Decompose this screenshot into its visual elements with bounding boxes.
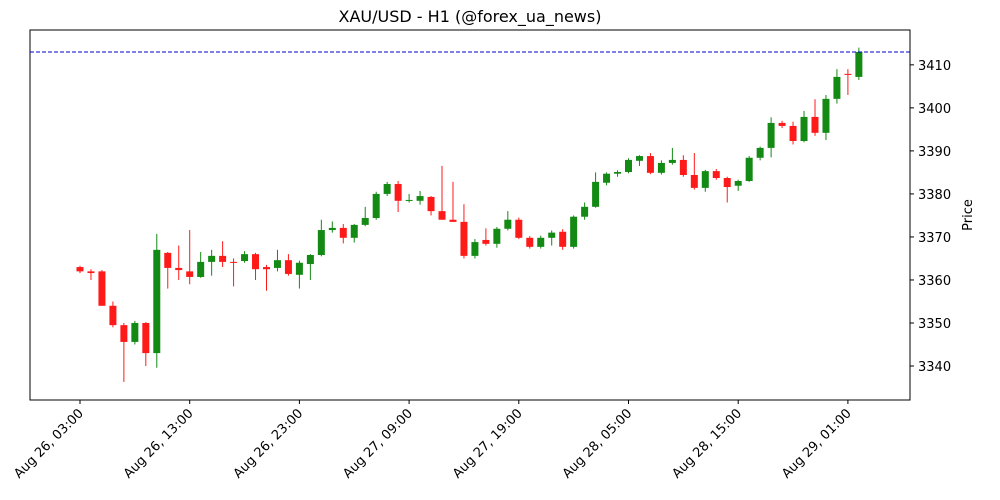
candle-body: [811, 116, 819, 133]
candle-body: [701, 171, 709, 188]
candle-body: [723, 178, 731, 188]
candle-body: [844, 73, 852, 75]
candle-body: [614, 171, 622, 174]
x-tick-label: Aug 26, 23:00: [231, 406, 307, 482]
y-tick-label: 3390: [918, 145, 951, 160]
candle-body: [548, 232, 556, 238]
candle-body: [175, 267, 183, 271]
x-tick-label: Aug 26, 03:00: [11, 406, 87, 482]
candle-body: [361, 218, 369, 225]
candle-body: [690, 174, 698, 188]
candle-body: [306, 255, 314, 265]
candle-body: [273, 260, 281, 268]
candle-body: [252, 254, 260, 270]
y-tick-label: 3360: [918, 274, 951, 289]
candle-body: [76, 267, 84, 272]
candle-body: [262, 267, 270, 270]
candle-body: [383, 184, 391, 194]
candle-body: [416, 196, 424, 201]
candle-body: [635, 156, 643, 161]
candle-body: [734, 181, 742, 186]
candle-body: [328, 227, 336, 231]
candle-body: [526, 237, 534, 247]
candle-body: [186, 271, 194, 277]
candle-body: [109, 305, 117, 326]
y-tick-label: 3380: [918, 188, 951, 203]
x-tick-label: Aug 28, 15:00: [670, 406, 746, 482]
candle-body: [767, 122, 775, 148]
candle-body: [295, 262, 303, 275]
y-axis-label: Price: [961, 199, 976, 231]
candle-body: [646, 156, 654, 173]
candle-body: [570, 216, 578, 247]
y-tick-label: 3340: [918, 360, 951, 375]
candle-body: [745, 157, 753, 182]
x-tick-label: Aug 27, 09:00: [340, 406, 416, 482]
y-tick-label: 3370: [918, 231, 951, 246]
candle-body: [197, 261, 205, 277]
x-tick-label: Aug 29, 01:00: [779, 406, 855, 482]
plot-frame: [29, 29, 911, 401]
candle-body: [438, 211, 446, 220]
candle-body: [855, 51, 863, 77]
candle-body: [394, 184, 402, 201]
x-tick-label: Aug 28, 05:00: [560, 406, 636, 482]
candle-body: [449, 219, 457, 222]
candle-body: [284, 260, 292, 274]
candle-body: [87, 271, 95, 274]
candle-body: [625, 159, 632, 172]
candle-body: [778, 122, 786, 126]
candle-body: [427, 196, 435, 212]
y-tick-label: 3400: [918, 102, 951, 117]
candle-body: [372, 193, 380, 219]
candle-body: [679, 159, 687, 175]
candle-body: [789, 125, 797, 141]
candle-body: [317, 230, 325, 256]
candle-body: [592, 181, 600, 207]
candle-body: [339, 227, 347, 238]
candle-body: [131, 322, 139, 342]
x-tick-label: Aug 27, 19:00: [450, 406, 526, 482]
candle-body: [98, 271, 106, 306]
candle-body: [153, 249, 161, 354]
candle-body: [405, 199, 413, 201]
candle-body: [350, 224, 358, 238]
candle-body: [603, 173, 611, 183]
candle-body: [482, 239, 490, 244]
candle-body: [219, 255, 227, 262]
candle-body: [460, 221, 468, 256]
candle-body: [142, 322, 150, 354]
candle-body: [559, 231, 567, 247]
candle-body: [208, 255, 216, 262]
candle-body: [120, 325, 128, 342]
candle-body: [493, 228, 501, 244]
candle-body: [241, 254, 249, 262]
candle-body: [822, 98, 830, 133]
candle-body: [756, 147, 764, 158]
candle-body: [712, 171, 720, 178]
candle-body: [668, 159, 676, 163]
chart-title: XAU/USD - H1 (@forex_ua_news): [339, 7, 602, 27]
candle-body: [164, 252, 172, 268]
x-tick-label: Aug 26, 13:00: [121, 406, 197, 482]
candle-body: [833, 76, 841, 99]
candle-body: [230, 261, 238, 263]
candle-body: [537, 237, 545, 247]
y-tick-label: 3410: [918, 59, 951, 74]
candle-body: [657, 162, 665, 173]
y-tick-label: 3350: [918, 317, 951, 332]
candle-body: [800, 116, 808, 141]
candle-body: [581, 206, 589, 217]
candle-body: [504, 219, 512, 229]
candle-body: [515, 219, 523, 238]
candle-body: [471, 242, 479, 256]
